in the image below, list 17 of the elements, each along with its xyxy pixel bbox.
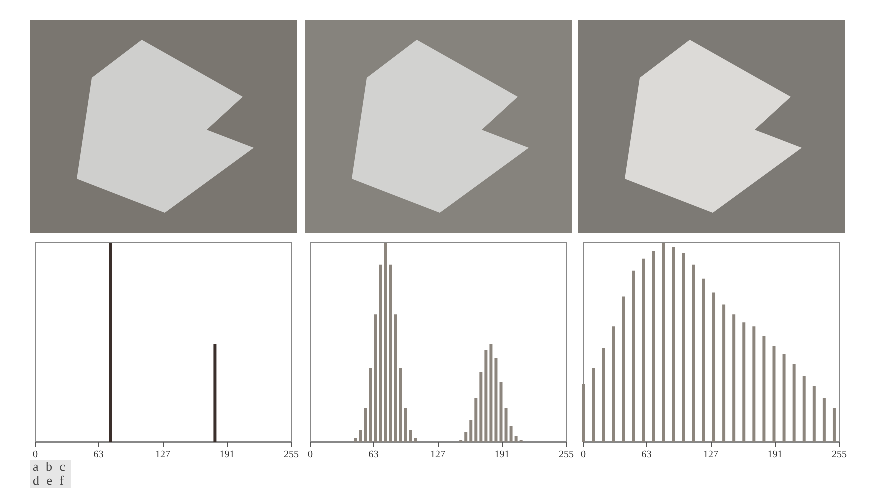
x-tick-label: 127 [704, 450, 718, 460]
x-tick-label: 127 [156, 450, 170, 460]
x-tick-label: 63 [642, 450, 652, 460]
x-tick-label: 127 [430, 450, 446, 460]
x-tick-label: 255 [832, 450, 847, 460]
x-tick-label: 63 [94, 450, 104, 460]
x-tick-label: 255 [284, 450, 299, 460]
x-tick-label: 191 [220, 450, 235, 460]
text: d e f [30, 473, 71, 488]
x-tick-label: 63 [368, 450, 379, 460]
x-tick-label: 191 [494, 450, 510, 460]
x-tick-label: 255 [559, 450, 574, 460]
x-tick-label: 191 [768, 450, 783, 460]
x-tick-label: 0 [581, 450, 586, 460]
x-tick-label: 0 [33, 450, 38, 460]
text: a b c [30, 459, 71, 474]
x-tick-label: 0 [308, 450, 313, 460]
